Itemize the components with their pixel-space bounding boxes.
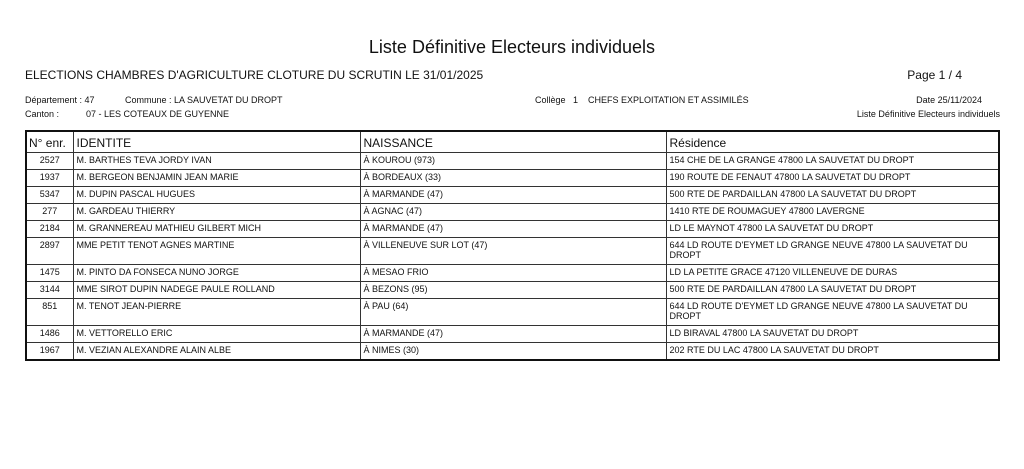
cell-num: 1937 [25,169,74,187]
cell-residence: LD LA PETITE GRACE 47120 VILLENEUVE DE D… [665,264,1000,282]
cell-num: 3144 [25,281,74,299]
cell-residence: 154 CHE DE LA GRANGE 47800 LA SAUVETAT D… [665,152,1000,170]
cell-naissance: À KOUROU (973) [359,152,667,170]
table-row: 1475 M. PINTO DA FONSECA NUNO JORGE À MESA… [25,264,1000,282]
cell-identite: M. TENOT JEAN-PIERRE [72,298,361,326]
cell-identite: M. DUPIN PASCAL HUGUES [72,186,361,204]
cell-naissance: À MARMANDE (47) [359,186,667,204]
cell-num: 2897 [25,237,74,265]
cell-num: 1475 [25,264,74,282]
page-title: Liste Définitive Electeurs individuels [368,37,656,57]
cell-num: 5347 [25,186,74,204]
table-row: 277 M. GARDEAU THIERRY À AGNAC (47) 1410 RT… [25,203,1000,221]
departement: Département : 47 [25,95,95,105]
canton-label: Canton : [25,109,60,119]
table-row: 851 M. TENOT JEAN-PIERRE À PAU (64) 644 LD … [25,298,1000,326]
cell-identite: M. PINTO DA FONSECA NUNO JORGE [72,264,361,282]
table-row: 1937 M. BERGEON BENJAMIN JEAN MARIE À BORD… [25,169,1000,187]
cell-identite: MME PETIT TENOT AGNES MARTINE [72,237,361,265]
col-header-naissance: NAISSANCE [359,130,667,153]
cell-residence: 500 RTE DE PARDAILLAN 47800 LA SAUVETAT … [665,186,1000,204]
cell-num: 1967 [25,342,74,361]
cell-identite: M. GARDEAU THIERRY [72,203,361,221]
electors-table: N° enr. IDENTITE NAISSANCE Résidence 252… [25,130,1000,361]
cell-residence: 1410 RTE DE ROUMAGUEY 47800 LAVERGNE [665,203,1000,221]
commune: Commune : LA SAUVETAT DU DROPT [125,95,283,105]
cell-residence: LD BIRAVAL 47800 LA SAUVETAT DU DROPT [665,325,1000,343]
col-header-num: N° enr. [25,130,74,153]
cell-naissance: À BORDEAUX (33) [359,169,667,187]
table-header: N° enr. IDENTITE NAISSANCE Résidence [25,130,1000,153]
cell-identite: M. VEZIAN ALEXANDRE ALAIN ALBE [72,342,361,361]
cell-identite: MME SIROT DUPIN NADEGE PAULE ROLLAND [72,281,361,299]
table-row: 1486 M. VETTORELLO ERIC À MARMANDE (47) LD … [25,325,1000,343]
cell-num: 1486 [25,325,74,343]
cell-residence: 190 ROUTE DE FENAUT 47800 LA SAUVETAT DU… [665,169,1000,187]
table-row: 2527 M. BARTHES TEVA JORDY IVAN À KOUROU (… [25,152,1000,170]
cell-naissance: À BEZONS (95) [359,281,667,299]
cell-residence: 500 RTE DE PARDAILLAN 47800 LA SAUVETAT … [665,281,1000,299]
table-row: 1967 M. VEZIAN ALEXANDRE ALAIN ALBE À NIME… [25,342,1000,361]
canton: 07 - LES COTEAUX DE GUYENNE [86,109,230,119]
cell-naissance: À MESAO FRIO [359,264,667,282]
cell-naissance: À PAU (64) [359,298,667,326]
table-row: 2184 M. GRANNEREAU MATHIEU GILBERT MICH À … [25,220,1000,238]
cell-residence: LD LE MAYNOT 47800 LA SAUVETAT DU DROPT [665,220,1000,238]
col-header-identite: IDENTITE [72,130,361,153]
table-row: 2897 MME PETIT TENOT AGNES MARTINE À VILLE… [25,237,1000,265]
page-number: Page 1 / 4 [907,68,962,82]
cell-identite: M. VETTORELLO ERIC [72,325,361,343]
cell-naissance: À MARMANDE (47) [359,220,667,238]
cell-identite: M. BARTHES TEVA JORDY IVAN [72,152,361,170]
cell-naissance: À MARMANDE (47) [359,325,667,343]
col-header-residence: Résidence [665,130,1000,153]
date: Date 25/11/2024 [916,95,982,105]
cell-num: 2527 [25,152,74,170]
cell-identite: M. BERGEON BENJAMIN JEAN MARIE [72,169,361,187]
table-row: 5347 M. DUPIN PASCAL HUGUES À MARMANDE (47… [25,186,1000,204]
list-type: Liste Définitive Electeurs individuels [856,109,1000,119]
cell-num: 851 [25,298,74,326]
election-subtitle: ELECTIONS CHAMBRES D'AGRICULTURE CLOTURE… [25,68,484,82]
cell-num: 2184 [25,220,74,238]
cell-naissance: À NIMES (30) [359,342,667,361]
cell-identite: M. GRANNEREAU MATHIEU GILBERT MICH [72,220,361,238]
cell-residence: 644 LD ROUTE D'EYMET LD GRANGE NEUVE 478… [665,237,1000,265]
table-row: 3144 MME SIROT DUPIN NADEGE PAULE ROLLAND… [25,281,1000,299]
cell-naissance: À AGNAC (47) [359,203,667,221]
cell-residence: 202 RTE DU LAC 47800 LA SAUVETAT DU DROP… [665,342,1000,361]
cell-naissance: À VILLENEUVE SUR LOT (47) [359,237,667,265]
cell-residence: 644 LD ROUTE D'EYMET LD GRANGE NEUVE 478… [665,298,1000,326]
college: Collège 1 CHEFS EXPLOITATION ET ASSIMILÉ… [535,95,749,105]
cell-num: 277 [25,203,74,221]
